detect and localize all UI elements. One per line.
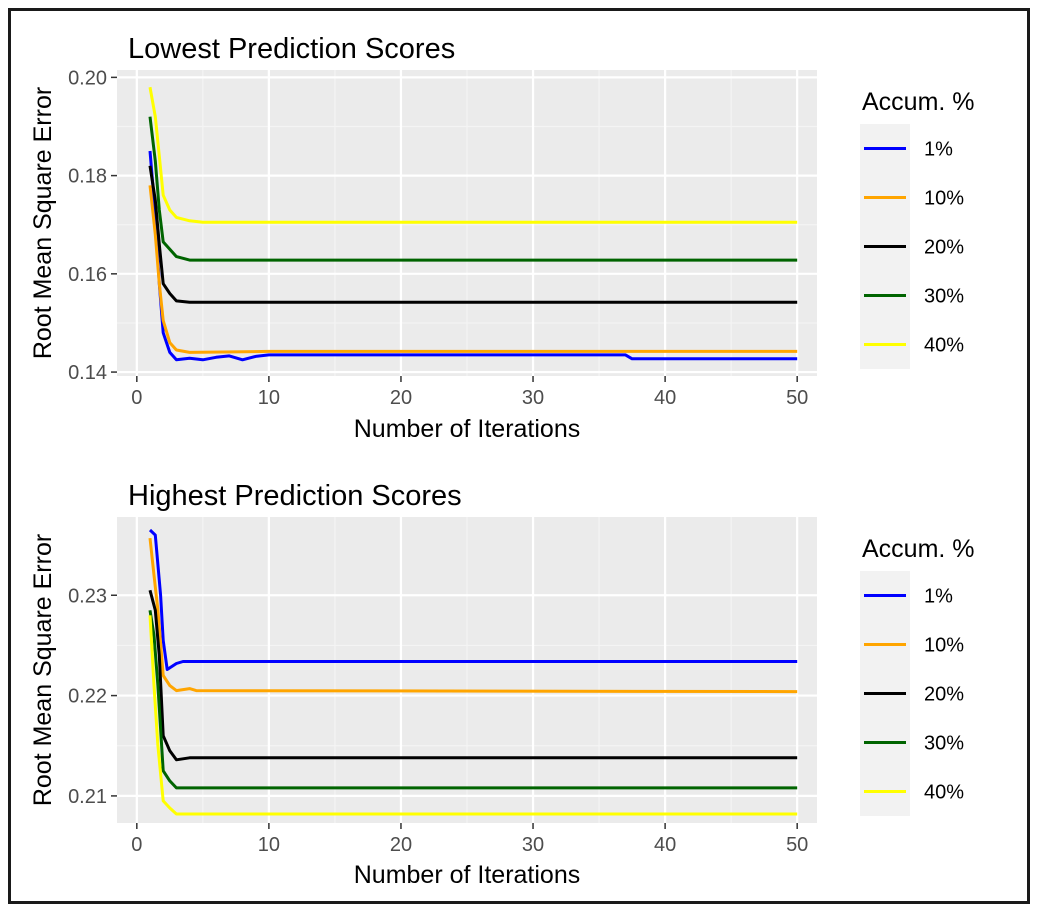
chart-panel-highest: Highest Prediction Scores 0.21 0.22 0.23 0…	[29, 480, 975, 889]
y-tick-label: 0.21	[68, 786, 107, 808]
series-lines	[148, 86, 798, 362]
series-line-1%	[148, 528, 798, 671]
x-tick-label: 50	[786, 387, 808, 409]
y-tick-label: 0.22	[68, 686, 107, 708]
y-axis-title: Root Mean Square Error	[29, 87, 57, 359]
figure-frame	[8, 8, 1030, 904]
x-axis-ticks: 0 10 20 30 40 50	[131, 823, 808, 856]
legend-label: 30%	[924, 286, 964, 308]
x-tick-label: 20	[390, 387, 412, 409]
y-axis-ticks: 0.14 0.16 0.18 0.20	[68, 67, 117, 384]
x-tick-label: 50	[786, 834, 808, 856]
series-line-10%	[148, 185, 798, 354]
legend-label: 40%	[924, 782, 964, 804]
x-tick-label: 10	[258, 387, 280, 409]
x-tick-label: 40	[654, 387, 676, 409]
series-line-40%	[148, 86, 798, 224]
series-line-40%	[148, 615, 798, 816]
series-line-20%	[148, 165, 798, 304]
series-line-30%	[148, 116, 798, 262]
y-tick-label: 0.16	[68, 264, 107, 286]
chart-panel-lowest: Lowest Prediction Scores 0.14 0.16 0.18 0.2…	[29, 33, 975, 443]
legend-keys: 1% 10% 20% 30% 40%	[860, 124, 964, 369]
x-tick-label: 0	[131, 834, 142, 856]
legend-label: 10%	[924, 635, 964, 657]
chart-title: Lowest Prediction Scores	[128, 33, 455, 65]
legend-title: Accum. %	[862, 88, 975, 116]
x-axis-title: Number of Iterations	[354, 861, 581, 889]
legend-label: 20%	[924, 684, 964, 706]
x-tick-label: 0	[131, 387, 142, 409]
legend-label: 1%	[924, 139, 953, 161]
x-axis-title: Number of Iterations	[354, 415, 581, 443]
legend-title: Accum. %	[862, 535, 975, 563]
legend-keys: 1% 10% 20% 30% 40%	[860, 571, 964, 816]
y-tick-label: 0.20	[68, 67, 107, 89]
legend-label: 10%	[924, 188, 964, 210]
legend-label: 1%	[924, 586, 953, 608]
chart-title: Highest Prediction Scores	[128, 480, 462, 512]
y-axis-title: Root Mean Square Error	[29, 534, 57, 806]
series-lines	[148, 528, 798, 816]
series-line-30%	[148, 610, 798, 790]
x-tick-label: 10	[258, 834, 280, 856]
legend-label: 20%	[924, 237, 964, 259]
legend-label: 40%	[924, 335, 964, 357]
x-tick-label: 30	[522, 387, 544, 409]
series-line-10%	[148, 537, 798, 694]
y-axis-ticks: 0.21 0.22 0.23	[68, 585, 117, 808]
legend: Accum. % 1% 10% 20% 30% 40%	[860, 88, 975, 369]
y-tick-label: 0.18	[68, 166, 107, 188]
grid-lines	[117, 517, 817, 823]
series-line-20%	[148, 589, 798, 762]
x-tick-label: 20	[390, 834, 412, 856]
x-axis-ticks: 0 10 20 30 40 50	[131, 376, 808, 409]
legend: Accum. % 1% 10% 20% 30% 40%	[860, 535, 975, 816]
y-tick-label: 0.23	[68, 585, 107, 607]
x-tick-label: 40	[654, 834, 676, 856]
legend-label: 30%	[924, 733, 964, 755]
y-tick-label: 0.14	[68, 362, 107, 384]
x-tick-label: 30	[522, 834, 544, 856]
